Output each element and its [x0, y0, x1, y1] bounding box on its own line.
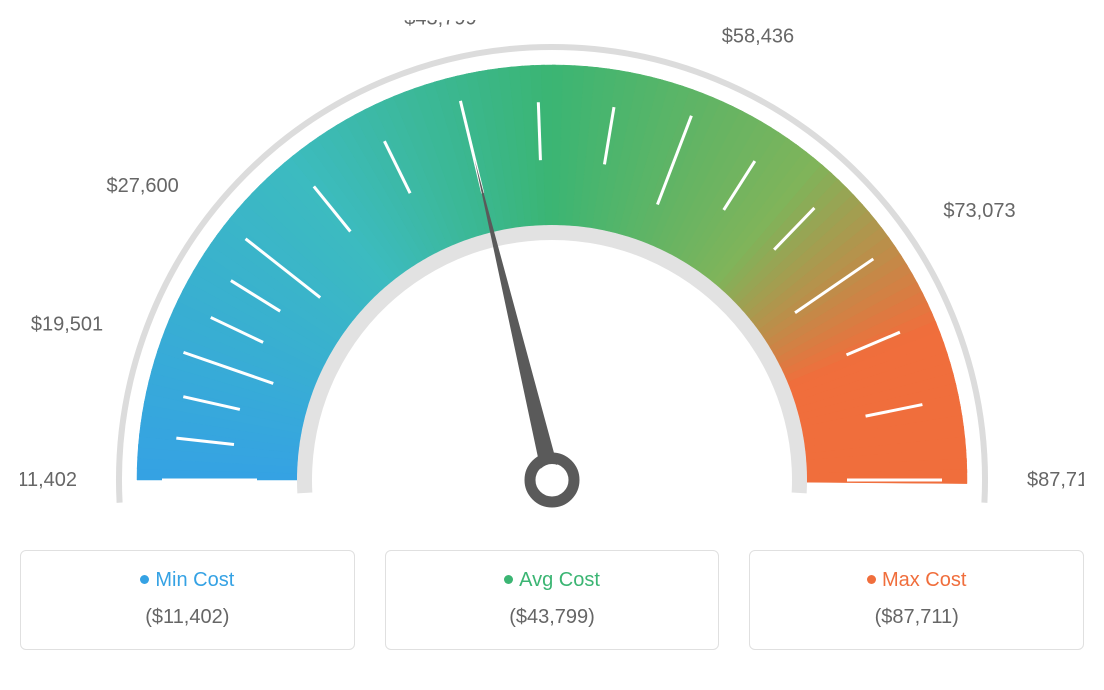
- legend-value-max: ($87,711): [760, 606, 1073, 629]
- legend-title-avg-text: Avg Cost: [519, 569, 600, 591]
- gauge-needle-hub-inner: [536, 464, 568, 496]
- legend-value-min: ($11,402): [31, 606, 344, 629]
- legend-title-avg: Avg Cost: [396, 569, 709, 592]
- legend-card-min: Min Cost ($11,402): [20, 550, 355, 650]
- gauge-color-band: [137, 65, 967, 484]
- legend-dot-min: [140, 575, 149, 584]
- legend-card-avg: Avg Cost ($43,799): [385, 550, 720, 650]
- gauge-tick-label: $73,073: [943, 200, 1015, 222]
- legend-card-max: Max Cost ($87,711): [749, 550, 1084, 650]
- gauge-area: $11,402 $19,501 $27,600 $43,799 $58,436 $73,0…: [20, 20, 1084, 520]
- gauge-tick-label: $58,436: [722, 25, 794, 47]
- gauge-tick-label: $27,600: [106, 175, 178, 197]
- gauge-tick-label: $87,711: [1027, 469, 1084, 491]
- legend-title-max-text: Max Cost: [882, 569, 966, 591]
- gauge-svg: $11,402 $19,501 $27,600 $43,799 $58,436 $73,0…: [20, 20, 1084, 520]
- legend-title-min-text: Min Cost: [155, 569, 234, 591]
- gauge-tick-label: $43,799: [404, 20, 476, 29]
- cost-gauge-chart: $11,402 $19,501 $27,600 $43,799 $58,436 $73,0…: [20, 20, 1084, 650]
- legend-value-avg: ($43,799): [396, 606, 709, 629]
- legend-dot-max: [867, 575, 876, 584]
- legend-dot-avg: [504, 575, 513, 584]
- gauge-tick-label: $19,501: [31, 314, 103, 336]
- gauge-tick-label: $11,402: [20, 469, 77, 491]
- legend-row: Min Cost ($11,402) Avg Cost ($43,799) Ma…: [20, 550, 1084, 650]
- legend-title-max: Max Cost: [760, 569, 1073, 592]
- legend-title-min: Min Cost: [31, 569, 344, 592]
